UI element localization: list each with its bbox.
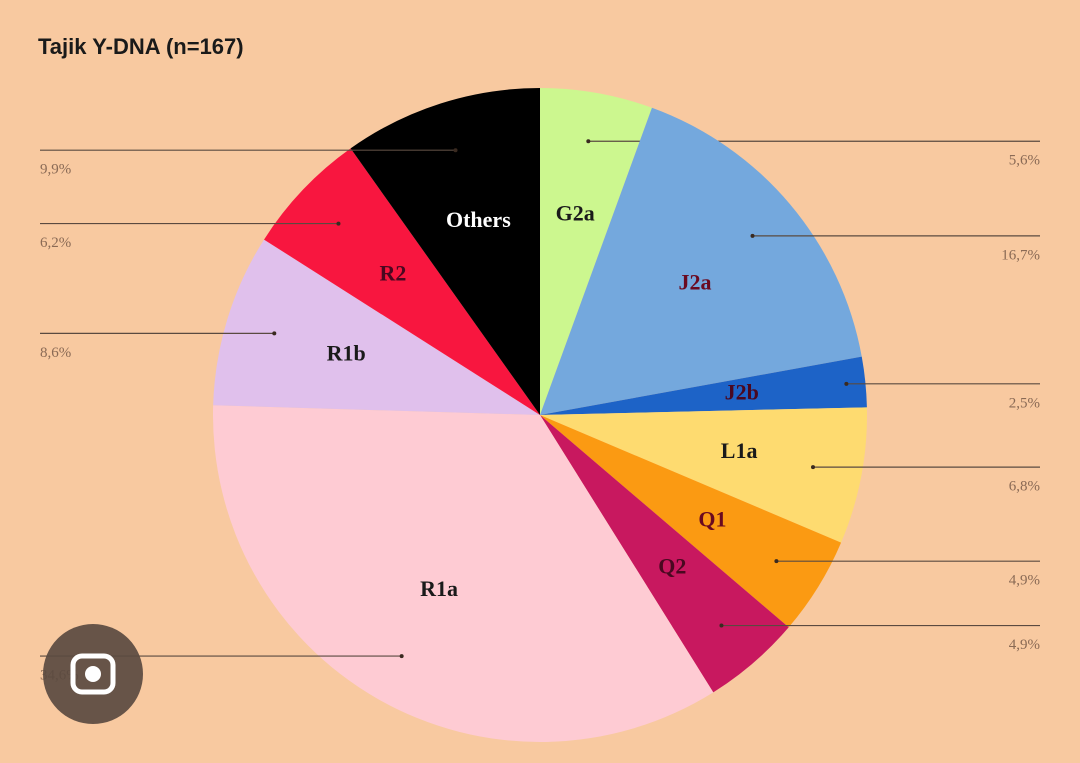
leader-dot: [336, 221, 341, 226]
slice-label: R2: [380, 260, 407, 285]
pie-slice: [264, 148, 540, 415]
slice-label: L1a: [721, 438, 758, 463]
leader-dot: [586, 139, 591, 144]
leader-dot: [399, 654, 404, 659]
value-label: 4,9%: [1009, 637, 1040, 653]
leader-dot: [719, 623, 724, 628]
slice-label: J2a: [679, 269, 712, 294]
leader-dot: [811, 465, 816, 470]
pie-slice: [540, 407, 867, 543]
slice-label: R1b: [327, 341, 366, 366]
pie-slice: [213, 239, 540, 415]
lens-button[interactable]: [43, 624, 143, 724]
plot-area: G2a 5,6% J2a 16,7% J2b 2,5% L1a 6,8% Q1 4,9% Q2 4,9…: [40, 88, 1040, 743]
pie-slice: [350, 88, 540, 415]
value-label: 2,5%: [1009, 395, 1040, 411]
value-label: 5,6%: [1009, 153, 1040, 169]
slice-label: Others: [446, 207, 511, 232]
value-label: 6,8%: [1009, 479, 1040, 495]
pie-slice: [540, 415, 842, 628]
leader-dot: [750, 233, 755, 238]
value-label: 8,6%: [40, 345, 71, 361]
value-label: 16,7%: [1001, 247, 1040, 263]
leader-dot: [272, 331, 277, 336]
pie-slice: [540, 356, 867, 415]
leader-dot: [453, 148, 458, 153]
leader-dot: [774, 559, 779, 564]
value-label: 6,2%: [40, 235, 71, 251]
pie-slice: [540, 107, 862, 415]
value-label: 4,9%: [1009, 573, 1040, 589]
slice-label: J2b: [725, 380, 759, 405]
slice-label: R1a: [420, 576, 458, 601]
pie-slice: [540, 415, 789, 693]
pie-slice: [540, 88, 652, 415]
pie-slice: [213, 405, 714, 743]
chart-title: Tajik Y-DNA (n=167): [38, 34, 244, 59]
leader-dot: [844, 381, 849, 386]
slice-label: Q1: [698, 507, 726, 532]
value-label: 9,9%: [40, 162, 71, 178]
slice-label: Q2: [658, 554, 686, 579]
slice-label: G2a: [556, 200, 595, 225]
